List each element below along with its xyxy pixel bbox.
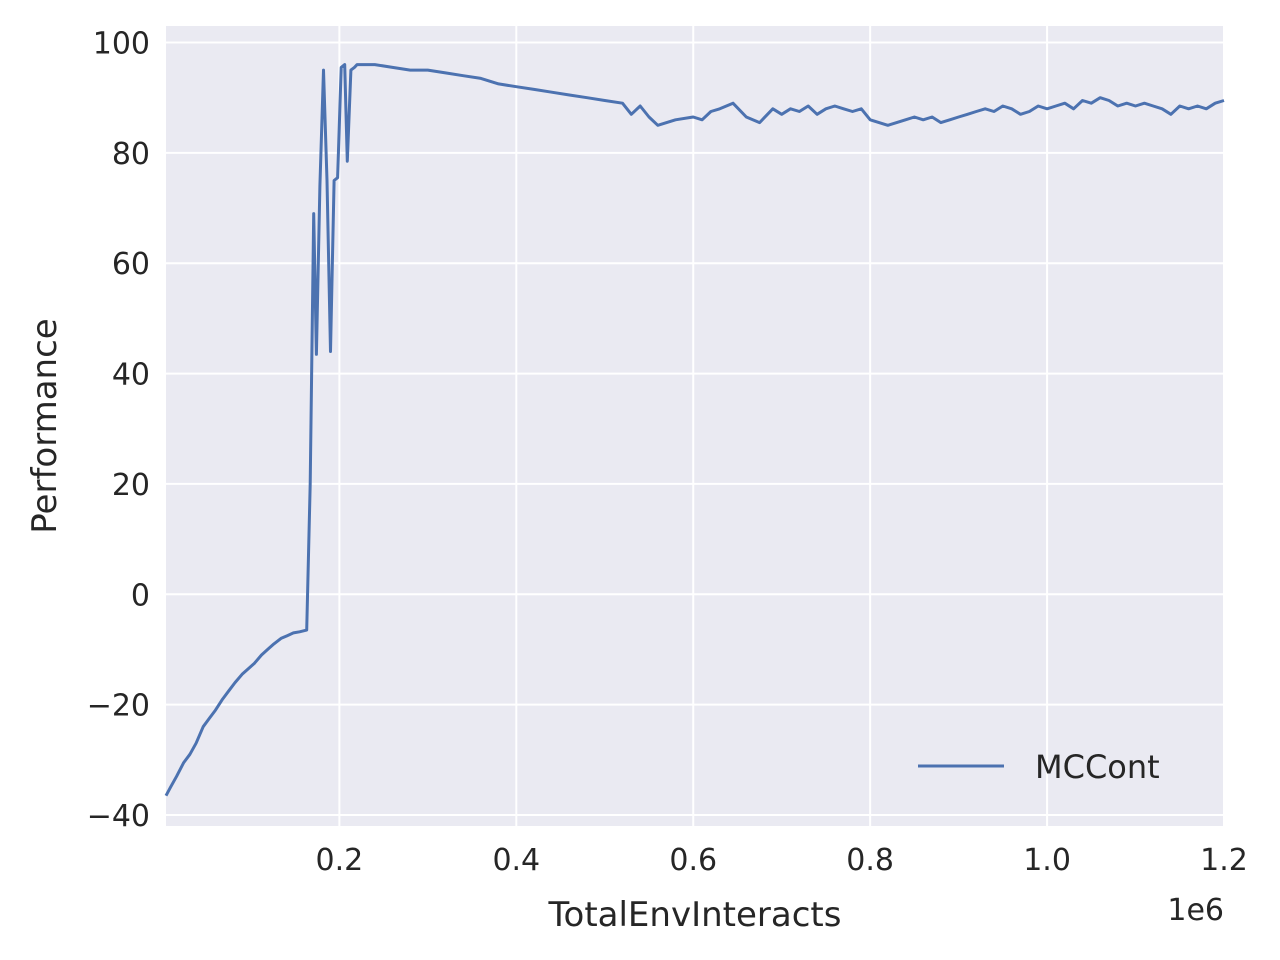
legend: MCCont [918, 748, 1160, 786]
tick-labels: 0.2 0.4 0.6 0.8 1.0 1.2 −40 −20 0 20 40 60 80 100 [87, 27, 1248, 878]
x-tick-label: 0.4 [492, 843, 540, 878]
x-tick-label: 1.0 [1023, 843, 1071, 878]
x-tick-label: 0.6 [669, 843, 717, 878]
y-tick-label: −40 [87, 799, 150, 834]
x-tick-label: 1.2 [1200, 843, 1248, 878]
y-tick-label: 60 [112, 247, 150, 282]
y-tick-label: 40 [112, 358, 150, 393]
series-layer [164, 63, 1225, 797]
x-tick-label: 0.8 [846, 843, 894, 878]
y-tick-label: 80 [112, 137, 150, 172]
x-axis-offset-label: 1e6 [1167, 893, 1224, 928]
x-axis-label: TotalEnvInteracts [548, 895, 842, 935]
y-tick-label: 100 [93, 27, 150, 62]
legend-label-mccont: MCCont [1035, 748, 1160, 786]
y-tick-label: −20 [87, 689, 150, 724]
grid-lines [166, 26, 1225, 826]
x-tick-label: 0.2 [316, 843, 364, 878]
y-tick-label: 20 [112, 468, 150, 503]
y-tick-label: 0 [131, 578, 150, 613]
series-line-mccont [164, 63, 1225, 797]
y-axis-label: Performance [25, 318, 65, 533]
